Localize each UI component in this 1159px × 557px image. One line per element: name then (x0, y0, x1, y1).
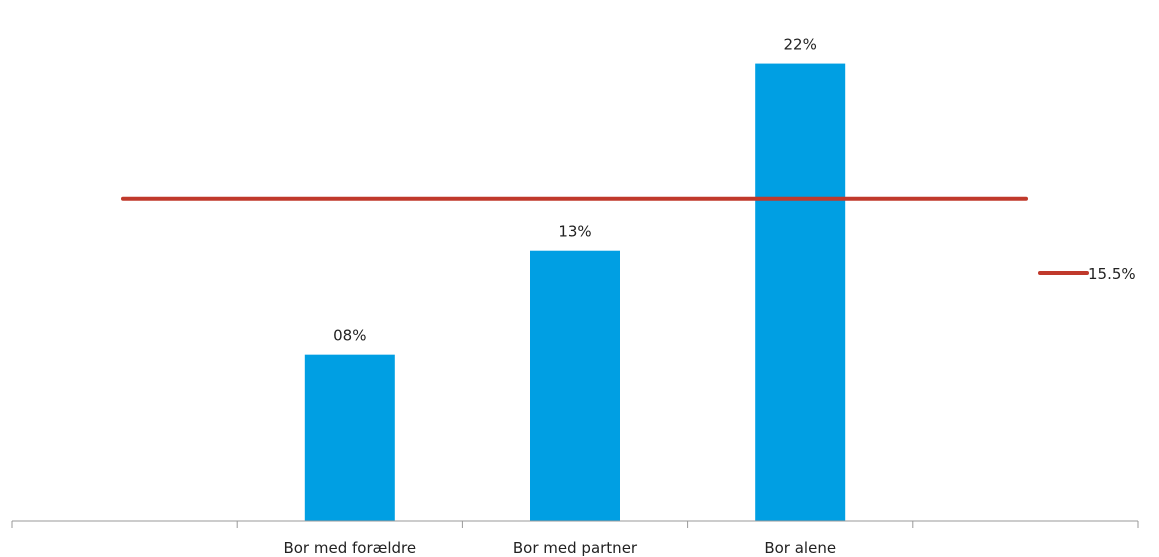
bar (304, 354, 395, 521)
x-axis-ticks (11, 521, 1139, 528)
bar-value-label: 13% (558, 223, 591, 241)
bar-value-label: 08% (333, 327, 366, 345)
legend: 15.5% (1038, 265, 1136, 283)
legend-label-reference-value: 15.5% (1088, 265, 1136, 283)
value-labels-group: 08% 13% 22% (333, 36, 817, 345)
x-axis-category-label: Bor med partner (513, 539, 638, 557)
bar (530, 250, 620, 522)
bar (755, 63, 846, 521)
bar-value-label: 22% (784, 36, 817, 54)
bars-group (304, 63, 846, 522)
x-axis-category-labels: Bor med forældre Bor med partner Bor alene (283, 539, 836, 557)
x-axis-category-label: Bor alene (764, 539, 836, 557)
x-axis-category-label: Bor med forældre (283, 539, 416, 557)
